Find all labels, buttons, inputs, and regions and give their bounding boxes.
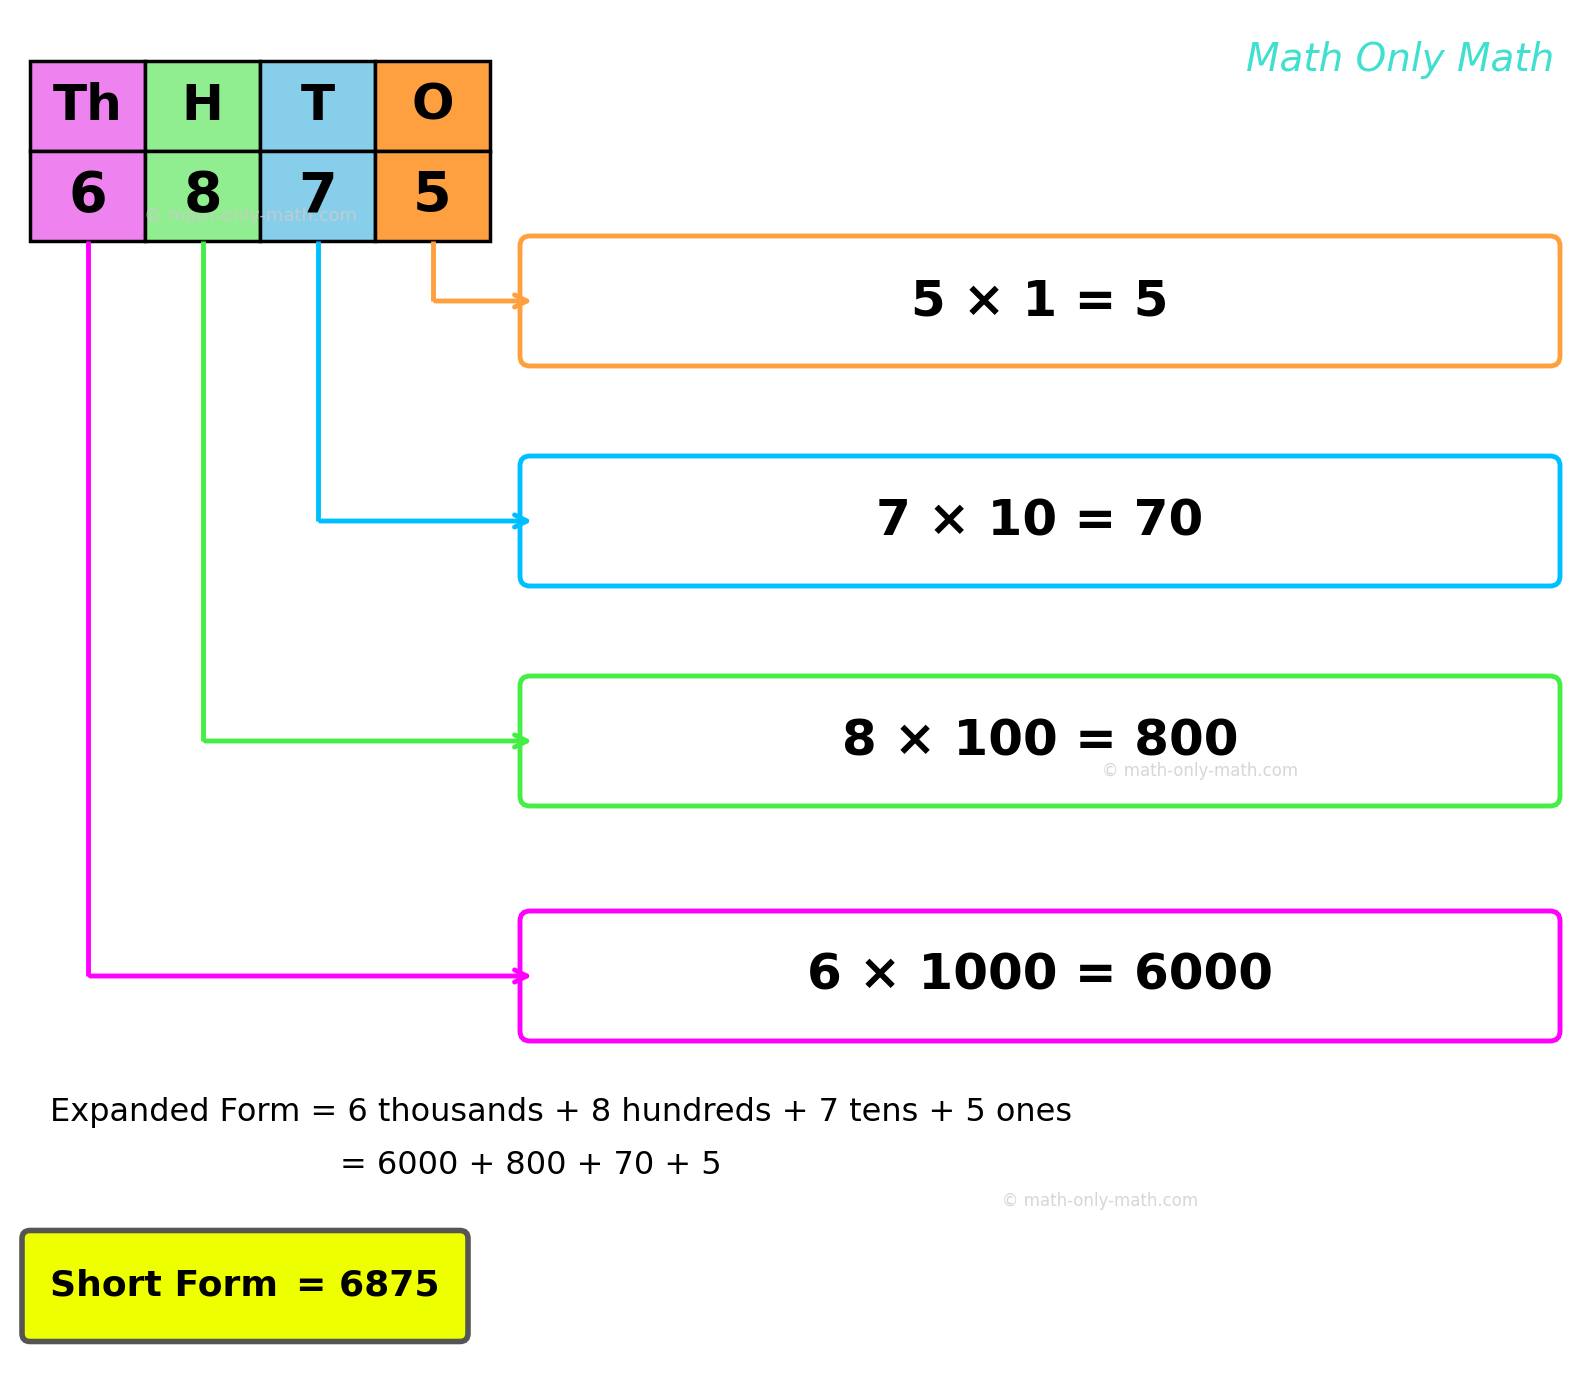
- Text: 6 × 1000 = 6000: 6 × 1000 = 6000: [808, 951, 1273, 1000]
- Text: 8: 8: [183, 168, 222, 223]
- Text: O: O: [411, 82, 454, 129]
- FancyBboxPatch shape: [144, 152, 260, 241]
- FancyBboxPatch shape: [30, 61, 144, 152]
- FancyBboxPatch shape: [521, 676, 1560, 805]
- FancyBboxPatch shape: [375, 152, 490, 241]
- Text: T: T: [300, 82, 335, 129]
- FancyBboxPatch shape: [144, 61, 260, 152]
- Text: Math Only Math: Math Only Math: [1246, 40, 1554, 79]
- Text: 5: 5: [413, 168, 452, 223]
- FancyBboxPatch shape: [260, 152, 375, 241]
- Text: Th: Th: [52, 82, 122, 129]
- Text: 8 × 100 = 800: 8 × 100 = 800: [841, 716, 1238, 765]
- Text: © math-only-math.com: © math-only-math.com: [143, 207, 357, 225]
- FancyBboxPatch shape: [521, 911, 1560, 1040]
- Text: Expanded Form = 6 thousands + 8 hundreds + 7 tens + 5 ones: Expanded Form = 6 thousands + 8 hundreds…: [51, 1097, 1073, 1128]
- Text: 7 × 10 = 70: 7 × 10 = 70: [876, 497, 1203, 545]
- Text: © math-only-math.com: © math-only-math.com: [1101, 762, 1298, 780]
- Text: = 6875: = 6875: [297, 1269, 440, 1303]
- Text: 5 × 1 = 5: 5 × 1 = 5: [911, 277, 1168, 325]
- FancyBboxPatch shape: [22, 1231, 468, 1341]
- FancyBboxPatch shape: [30, 152, 144, 241]
- Text: 6: 6: [68, 168, 106, 223]
- FancyBboxPatch shape: [521, 236, 1560, 366]
- FancyBboxPatch shape: [375, 61, 490, 152]
- Text: © math-only-math.com: © math-only-math.com: [1001, 1192, 1198, 1210]
- Text: Short Form: Short Form: [51, 1269, 278, 1303]
- FancyBboxPatch shape: [260, 61, 375, 152]
- Text: = 6000 + 800 + 70 + 5: = 6000 + 800 + 70 + 5: [340, 1150, 722, 1181]
- FancyBboxPatch shape: [521, 456, 1560, 586]
- Text: H: H: [181, 82, 224, 129]
- Text: 7: 7: [298, 168, 336, 223]
